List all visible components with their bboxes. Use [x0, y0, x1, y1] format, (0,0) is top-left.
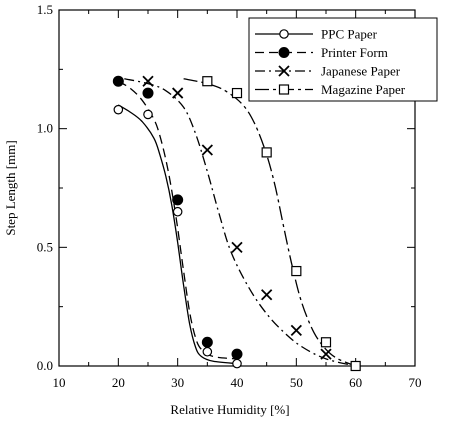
legend-marker-magazine-paper	[278, 84, 290, 95]
printer-form-point	[231, 348, 243, 360]
ppc-paper-point	[202, 346, 213, 357]
y-tick-label: 0.5	[37, 239, 53, 254]
ppc-paper-point	[232, 358, 242, 369]
legend-marker-ppc-paper	[279, 29, 289, 39]
y-axis-label: Step Length [mm]	[3, 140, 18, 235]
legend-items: PPC Paper Printer Form Japanese Paper Magaz…	[255, 27, 406, 97]
magazine-paper-point	[350, 360, 361, 372]
y-tick-label: 0.0	[37, 358, 53, 373]
japanese-paper-point	[290, 324, 302, 337]
legend-label-japanese-paper: Japanese Paper	[321, 64, 401, 79]
x-tick-label: 70	[409, 375, 422, 390]
magazine-paper-point	[261, 147, 272, 158]
magazine-paper-point	[202, 76, 213, 87]
magazine-paper-point	[320, 337, 332, 348]
magazine-paper-point	[231, 87, 243, 99]
magazine-paper-fit-line	[183, 78, 356, 367]
x-tick-label: 10	[53, 375, 66, 390]
x-tick-label: 60	[349, 375, 362, 390]
series-markers	[112, 75, 361, 372]
japanese-paper-point	[320, 348, 332, 360]
printer-form-point	[142, 87, 154, 99]
japanese-paper-point	[172, 87, 184, 99]
legend-marker-japanese-paper	[278, 65, 290, 77]
axis-tick-labels: 10 20 30 40 50 60 70 0.0 0.5 1.0 1.5	[37, 2, 422, 390]
printer-form-point	[112, 75, 124, 87]
x-tick-label: 50	[290, 375, 303, 390]
y-tick-label: 1.0	[37, 121, 53, 136]
legend-label-magazine-paper: Magazine Paper	[321, 82, 406, 97]
japanese-paper-point	[201, 144, 213, 156]
ppc-paper-point	[113, 104, 124, 115]
ppc-paper-point	[172, 206, 183, 217]
printer-form-point	[201, 336, 213, 348]
japanese-paper-point	[231, 241, 243, 253]
japanese-paper-fit-line	[124, 78, 356, 367]
japanese-paper-point	[142, 75, 154, 87]
legend-label-printer-form: Printer Form	[321, 45, 388, 60]
japanese-paper-point	[261, 289, 273, 301]
ppc-paper-point	[143, 109, 153, 120]
ppc-paper-fit-line	[117, 104, 238, 365]
legend-marker-printer-form	[278, 47, 290, 58]
y-tick-label: 1.5	[37, 2, 53, 17]
x-tick-label: 40	[231, 375, 244, 390]
x-axis-label: Relative Humidity [%]	[170, 402, 289, 417]
legend: PPC Paper Printer Form Japanese Paper Magaz…	[248, 17, 438, 102]
printer-form-point	[172, 194, 184, 206]
magazine-paper-point	[291, 265, 302, 277]
legend-label-ppc-paper: PPC Paper	[321, 27, 378, 42]
x-tick-label: 30	[171, 375, 184, 390]
x-tick-label: 20	[112, 375, 125, 390]
